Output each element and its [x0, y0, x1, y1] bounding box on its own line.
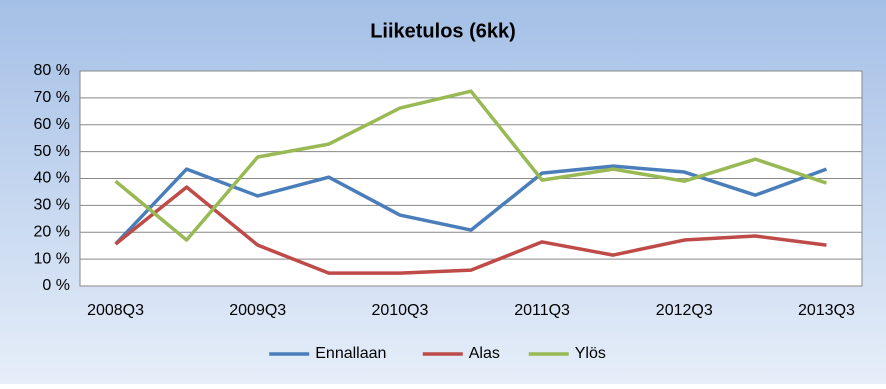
y-tick-label: 10 % — [34, 250, 70, 267]
data-line — [114, 185, 827, 275]
legend-label: Ennallaan — [315, 345, 386, 362]
y-tick-label: 0 % — [42, 277, 70, 294]
chart-title: Liiketulos (6kk) — [370, 20, 516, 42]
y-tick-label: 50 % — [34, 143, 70, 160]
x-tick-label: 2013Q3 — [798, 302, 855, 319]
legend-label: Ylös — [575, 345, 606, 362]
y-tick-label: 20 % — [34, 223, 70, 240]
y-tick-label: 70 % — [34, 89, 70, 106]
x-tick-label: 2012Q3 — [656, 302, 713, 319]
data-line — [114, 89, 828, 242]
x-tick-label: 2008Q3 — [87, 302, 144, 319]
y-tick-label: 30 % — [34, 197, 70, 214]
y-tick-label: 80 % — [34, 62, 70, 79]
x-tick-label: 2011Q3 — [514, 302, 570, 319]
legend-label: Alas — [469, 345, 500, 362]
x-tick-label: 2010Q3 — [371, 302, 428, 319]
y-tick-label: 60 % — [34, 116, 70, 133]
x-tick-label: 2009Q3 — [229, 302, 286, 319]
y-tick-label: 40 % — [34, 170, 70, 187]
